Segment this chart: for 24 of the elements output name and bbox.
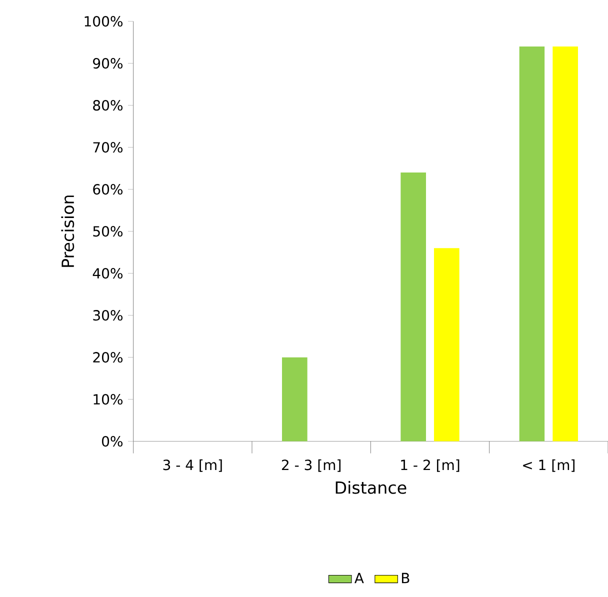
x-tick-label: 2 - 3 [m] — [282, 459, 341, 472]
x-axis-title: Distance — [336, 480, 406, 494]
x-tick-label: 1 - 2 [m] — [401, 459, 460, 472]
legend-label: B — [402, 572, 410, 583]
y-tick-label: 30% — [93, 310, 123, 320]
bar — [282, 357, 308, 442]
y-tick-label: 100% — [84, 16, 123, 26]
y-tick-label: 60% — [93, 184, 123, 194]
bar — [434, 248, 460, 442]
y-tick-label: 20% — [93, 352, 123, 362]
y-tick-label: 10% — [94, 394, 123, 404]
y-tick-label: 80% — [93, 100, 123, 110]
y-tick-label: 70% — [93, 142, 123, 152]
legend-label: A — [354, 572, 364, 583]
bar — [519, 46, 545, 442]
y-tick-label: 0% — [102, 436, 123, 446]
x-tick-label: < 1 [m] — [523, 459, 574, 472]
bar — [400, 172, 426, 442]
y-axis-title: Precision — [61, 195, 74, 267]
x-tick-label: 3 - 4 [m] — [163, 459, 222, 472]
y-tick-label: 50% — [93, 226, 123, 236]
y-tick-label: 40% — [92, 268, 123, 278]
y-tick-label: 90% — [93, 58, 123, 68]
bar — [552, 46, 578, 442]
